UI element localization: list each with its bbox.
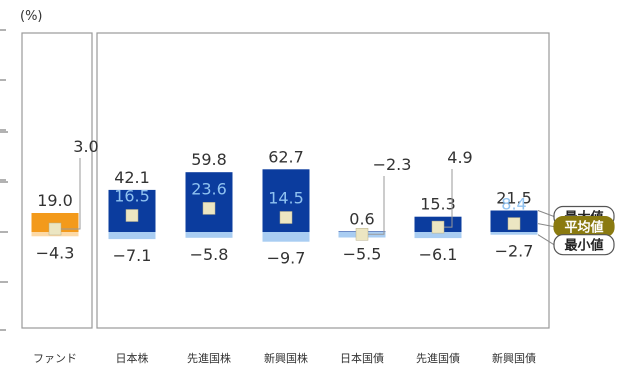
max-label-5: 15.3 [420, 195, 456, 214]
category-label-4: 日本国債 [340, 351, 384, 365]
min-label-5: −6.1 [419, 245, 458, 264]
legend-label-2: 最小値 [564, 238, 603, 254]
avg-leader-0 [61, 158, 81, 230]
avg-marker-5 [431, 220, 445, 234]
y-axis-ticks [0, 29, 8, 331]
avg-marker-4 [355, 228, 369, 241]
category-label-1: 日本株 [116, 351, 149, 365]
min-label-6: −2.7 [495, 242, 534, 261]
assets-panel-frame [96, 32, 550, 329]
legend-leader-0 [537, 210, 555, 217]
category-labels: ファンド 日本株 先進国株 新興国株 日本国債 先進国債 新興国債 [33, 351, 536, 365]
y-unit-label: (%) [20, 9, 43, 24]
labels-layer: 19.0 −4.3 3.0 42.1 −7.1 16.5 59.8 −5.8 23.6 62.7 −… [36, 137, 534, 268]
avg-label-0: 3.0 [73, 137, 98, 156]
avg-marker-6 [507, 217, 521, 230]
category-label-6: 新興国債 [492, 351, 536, 365]
min-label-0: −4.3 [36, 243, 75, 262]
avg-label-1: 16.5 [114, 187, 150, 206]
legend-leader-1 [537, 223, 555, 228]
category-label-2: 先進国株 [187, 351, 231, 365]
max-label-1: 42.1 [114, 168, 150, 187]
avg-marker-3 [279, 211, 293, 224]
avg-label-6: 8.4 [501, 195, 526, 214]
bars-layer [31, 169, 538, 242]
min-label-2: −5.8 [190, 245, 229, 264]
max-label-4: 0.6 [349, 209, 374, 228]
min-label-1: −7.1 [113, 246, 152, 265]
max-label-2: 59.8 [191, 150, 227, 169]
legend-label-1: 平均値 [564, 220, 603, 236]
bar-max-2 [185, 172, 233, 232]
category-label-0: ファンド [33, 352, 77, 365]
legend: 最大値平均値最小値 [537, 205, 615, 256]
min-label-3: −9.7 [267, 249, 306, 268]
avg-label-4: −2.3 [373, 155, 412, 174]
bar-max-0 [31, 213, 79, 232]
avg-label-2: 23.6 [191, 179, 227, 198]
bar-min-2 [185, 232, 233, 238]
legend-leader-2 [537, 234, 555, 246]
bar-min-5 [414, 232, 462, 239]
avg-marker-0 [48, 222, 62, 236]
bar-min-3 [262, 232, 310, 242]
max-label-3: 62.7 [268, 147, 304, 166]
bar-min-1 [108, 232, 156, 240]
avg-leader-4 [368, 176, 385, 235]
avg-label-5: 4.9 [447, 148, 472, 167]
avg-marker-1 [125, 209, 139, 222]
min-label-4: −5.5 [343, 245, 382, 264]
max-label-0: 19.0 [37, 191, 73, 210]
category-label-3: 新興国株 [264, 351, 308, 365]
bar-min-6 [490, 232, 538, 235]
legend-badge-2 [553, 234, 615, 256]
category-label-5: 先進国債 [416, 351, 460, 365]
fund-panel-frame [21, 32, 93, 329]
max-label-6: 21.5 [496, 189, 532, 208]
avg-marker-2 [202, 202, 216, 215]
avg-label-3: 14.5 [268, 189, 304, 208]
avg-leader-5 [444, 169, 453, 228]
